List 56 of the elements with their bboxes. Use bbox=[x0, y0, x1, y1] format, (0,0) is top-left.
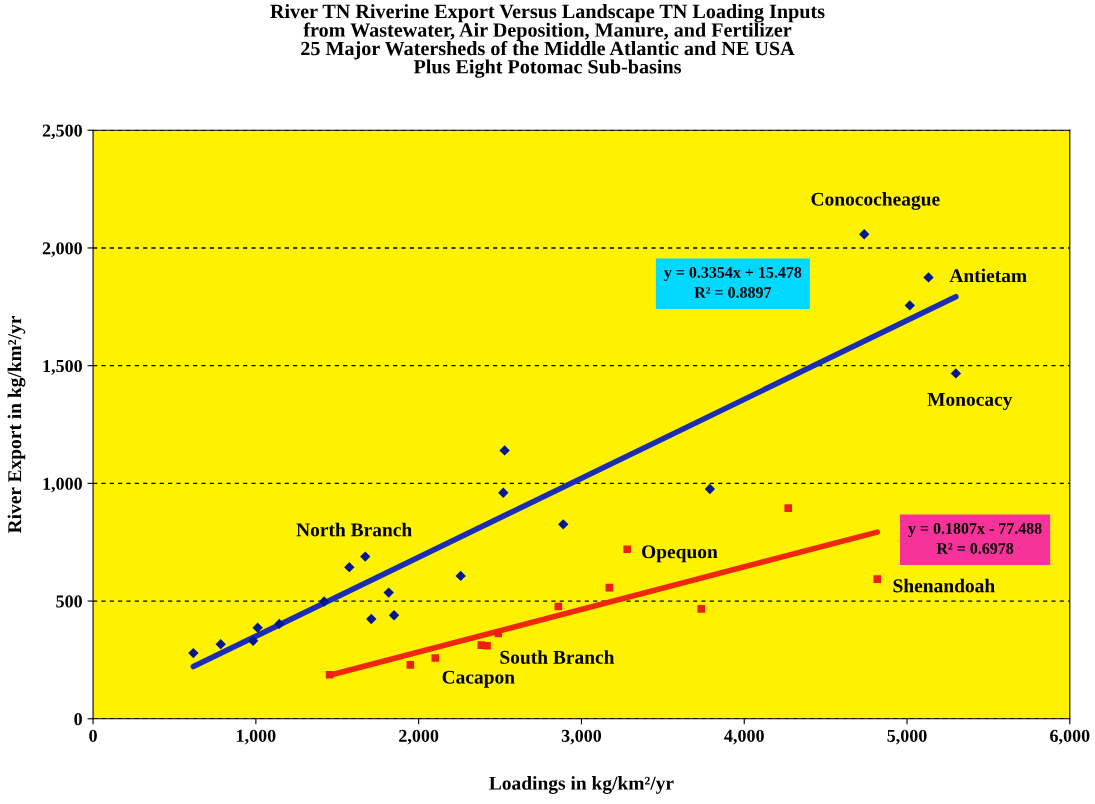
point bbox=[455, 570, 466, 582]
chart-title: River TN Riverine Export Versus Landscape TN Loading Inputs from Wastewater, Air Deposition, Manure, and Fertilizer 25 Major Watersheds of the Middle Atlantic and NE USA Plus Eight Potomac Sub-basins bbox=[270, 4, 825, 78]
point bbox=[499, 445, 510, 456]
annotation: Antietam bbox=[949, 268, 1027, 283]
x-tick-label: 6,000 bbox=[1050, 729, 1090, 745]
x-tick-label: 2,000 bbox=[399, 729, 439, 745]
x-tick-label: 1,000 bbox=[237, 729, 276, 745]
annotation: Conococheague bbox=[811, 192, 940, 210]
point bbox=[605, 583, 614, 592]
point bbox=[188, 647, 199, 659]
x-tick-label: 5,000 bbox=[887, 729, 927, 745]
point bbox=[325, 670, 334, 679]
point bbox=[318, 596, 330, 607]
point bbox=[360, 551, 371, 562]
point bbox=[623, 545, 631, 554]
y-tick-label: 2,000 bbox=[42, 242, 82, 258]
point bbox=[344, 561, 355, 573]
annotation: y = 0.3354x + 15.478 R² = 0.8897 bbox=[664, 267, 802, 298]
x-axis-title: Loadings in kg/km²/yr bbox=[489, 776, 674, 794]
point bbox=[252, 622, 263, 633]
annotation: Opequon bbox=[642, 545, 718, 563]
y-tick-label: 2,500 bbox=[42, 124, 82, 140]
annotation: Shenandoah bbox=[893, 578, 995, 593]
y-axis-title: River Export in kg/km²/yr bbox=[7, 316, 26, 534]
y-tick-label: 1,000 bbox=[43, 477, 82, 493]
point bbox=[383, 587, 394, 598]
point bbox=[494, 629, 503, 638]
point bbox=[483, 641, 491, 650]
x-tick-label: 3,000 bbox=[561, 729, 602, 745]
point bbox=[388, 610, 400, 621]
point bbox=[904, 300, 915, 311]
x-tick-label: 0 bbox=[89, 729, 97, 742]
y-tick-label: 0 bbox=[74, 713, 82, 726]
y-tick-label: 500 bbox=[56, 595, 82, 608]
annotation: y = 0.1807x - 77.488 R² = 0.6978 bbox=[908, 523, 1042, 554]
point bbox=[873, 575, 882, 583]
point bbox=[215, 638, 226, 650]
point bbox=[558, 519, 569, 530]
point bbox=[950, 368, 962, 379]
point bbox=[704, 483, 716, 495]
point bbox=[274, 618, 285, 630]
annotation: South Branch bbox=[500, 650, 615, 664]
annotation: Cacapon bbox=[442, 670, 515, 688]
point bbox=[498, 487, 509, 498]
point bbox=[431, 654, 440, 662]
point bbox=[697, 605, 706, 613]
point bbox=[859, 229, 870, 240]
point bbox=[406, 661, 415, 669]
annotation: North Branch bbox=[296, 522, 412, 537]
y-tick-label: 1,500 bbox=[43, 359, 82, 375]
x-tick-label: 4,000 bbox=[724, 729, 764, 745]
point bbox=[784, 504, 792, 512]
annotation: Monocacy bbox=[927, 393, 1013, 411]
point bbox=[366, 613, 377, 625]
point bbox=[923, 272, 934, 283]
point bbox=[247, 635, 259, 647]
